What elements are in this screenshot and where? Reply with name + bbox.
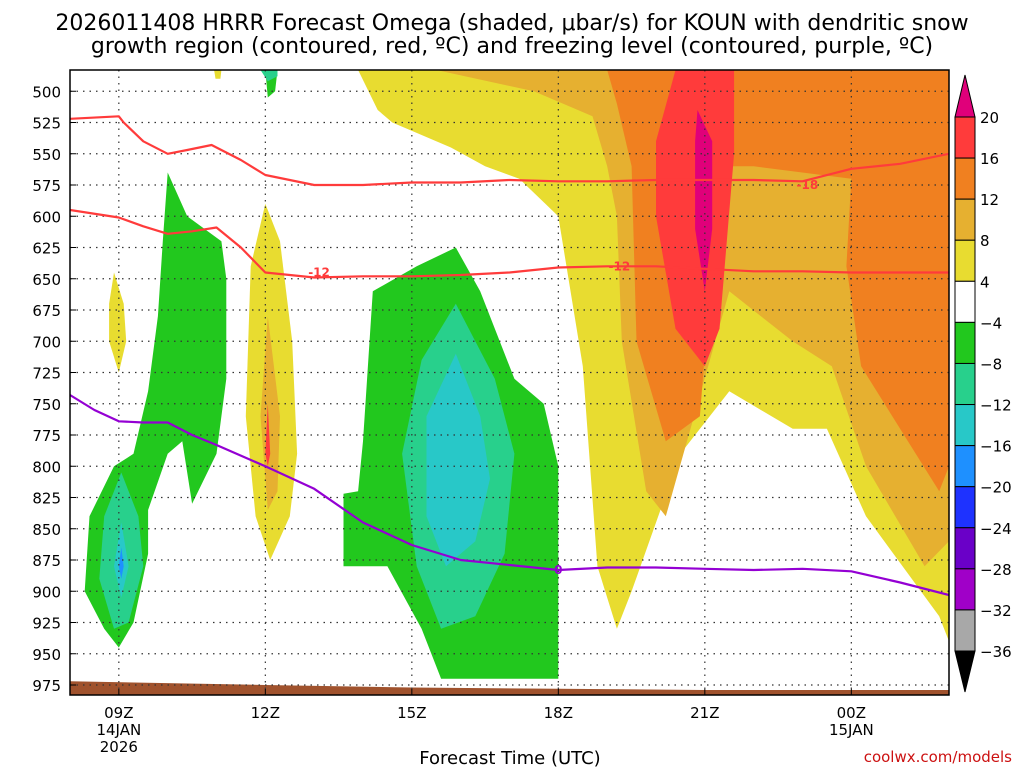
y-tick-label-775: 775 [32,427,61,445]
y-tick-label-925: 925 [32,615,61,633]
colorbar-label-5: −4 [980,314,1002,332]
omega-region-6 [260,316,280,510]
colorbar-swatch-3 [954,239,976,282]
chart-title-line2: growth region (contoured, red, ºC) and f… [91,34,933,59]
x-tick-date-00Z: 15JAN [829,721,874,739]
y-tick-label-675: 675 [32,302,61,320]
colorbar-label-4: 4 [980,273,990,291]
y-tick-label-975: 975 [32,677,61,695]
contour-label-1-0: -12 [308,266,330,280]
omega-region-4 [695,110,713,292]
x-tick-label-00Z: 00Z [837,704,866,722]
colorbar-label-6: −8 [980,355,1002,373]
x-tick-label-15Z: 15Z [397,704,426,722]
y-tick-label-850: 850 [32,521,61,539]
omega-region-17 [260,70,278,82]
colorbar-legend: 20 16 12 8 4 −4 −8 −12 −16 −20 −24 −28 −32 −36 [954,74,1012,693]
colorbar-swatch-11 [954,568,976,611]
colorbar-label-3: 8 [980,232,990,250]
contour-label-2-0: 0 [554,563,562,577]
colorbar-label-10: −24 [980,520,1012,538]
colorbar-swatch-10 [954,527,976,570]
y-tick-label-825: 825 [32,490,61,508]
omega-region-15 [426,353,490,567]
colorbar-label-13: −36 [980,643,1012,661]
y-axis-pressure: 500 525 550 575 600 625 650 675 700 725 750 775 800 8… [32,83,76,695]
y-tick-label-700: 700 [32,333,61,351]
y-tick-label-525: 525 [32,115,61,133]
colorbar-swatch-1 [954,157,976,200]
colorbar-label-12: −32 [980,602,1012,620]
colorbar-label-8: −16 [980,438,1012,456]
colorbar-swatch-4 [954,280,976,323]
x-tick-label-21Z: 21Z [690,704,719,722]
y-tick-label-800: 800 [32,458,61,476]
colorbar-swatch-0 [954,116,976,159]
contour-label-1-1: -12 [609,259,631,273]
contour-label-0-0: -18 [797,178,819,192]
chart-title-line1: 2026011408 HRRR Forecast Omega (shaded, … [55,11,968,36]
y-tick-label-650: 650 [32,271,61,289]
colorbar-label-0: 20 [980,109,999,127]
y-tick-label-725: 725 [32,365,61,383]
colorbar-swatch-8 [954,445,976,488]
contour-1 [70,208,949,279]
colorbar-swatch-5 [954,321,976,364]
omega-shading [84,70,949,679]
y-tick-label-950: 950 [32,646,61,664]
plot-area: -18 -12 -12 0 [69,69,950,696]
y-tick-label-500: 500 [32,83,61,101]
terrain-polygon [70,681,949,695]
colorbar-bottom-arrow [954,650,976,693]
credit-text: coolwx.com/models [864,748,1012,766]
omega-region-16 [118,547,124,579]
y-tick-label-900: 900 [32,583,61,601]
y-tick-label-625: 625 [32,240,61,258]
gridlines [70,70,949,695]
x-tick-year-09Z: 2026 [100,738,138,756]
colorbar-swatch-9 [954,486,976,529]
plot-frame [69,69,950,696]
x-axis-label: Forecast Time (UTC) [419,748,600,768]
colorbar-label-1: 16 [980,150,999,168]
colorbar-label-11: −28 [980,561,1012,579]
x-tick-date-09Z: 14JAN [96,721,141,739]
omega-region-7 [265,403,271,467]
y-tick-label-600: 600 [32,208,61,226]
contour-2 [70,394,949,597]
colorbar-swatch-2 [954,198,976,241]
y-tick-label-575: 575 [32,177,61,195]
colorbar-top-arrow [954,74,976,118]
y-tick-label-875: 875 [32,552,61,570]
colorbar-swatch-7 [954,404,976,447]
x-tick-label-09Z: 09Z [104,704,133,722]
colorbar-label-9: −20 [980,479,1012,497]
terrain-fill [70,681,949,695]
x-tick-label-12Z: 12Z [251,704,280,722]
omega-region-3 [656,70,735,367]
colorbar-swatch-12 [954,609,976,652]
omega-region-8 [109,272,127,373]
y-tick-label-550: 550 [32,146,61,164]
omega-region-18 [214,70,222,79]
colorbar-label-7: −12 [980,397,1012,415]
contour-0 [70,115,949,187]
x-tick-label-18Z: 18Z [544,704,573,722]
colorbar-label-2: 12 [980,191,999,209]
colorbar-swatch-6 [954,362,976,406]
temperature-contours: -18 -12 -12 0 [70,115,949,597]
y-tick-label-750: 750 [32,396,61,414]
